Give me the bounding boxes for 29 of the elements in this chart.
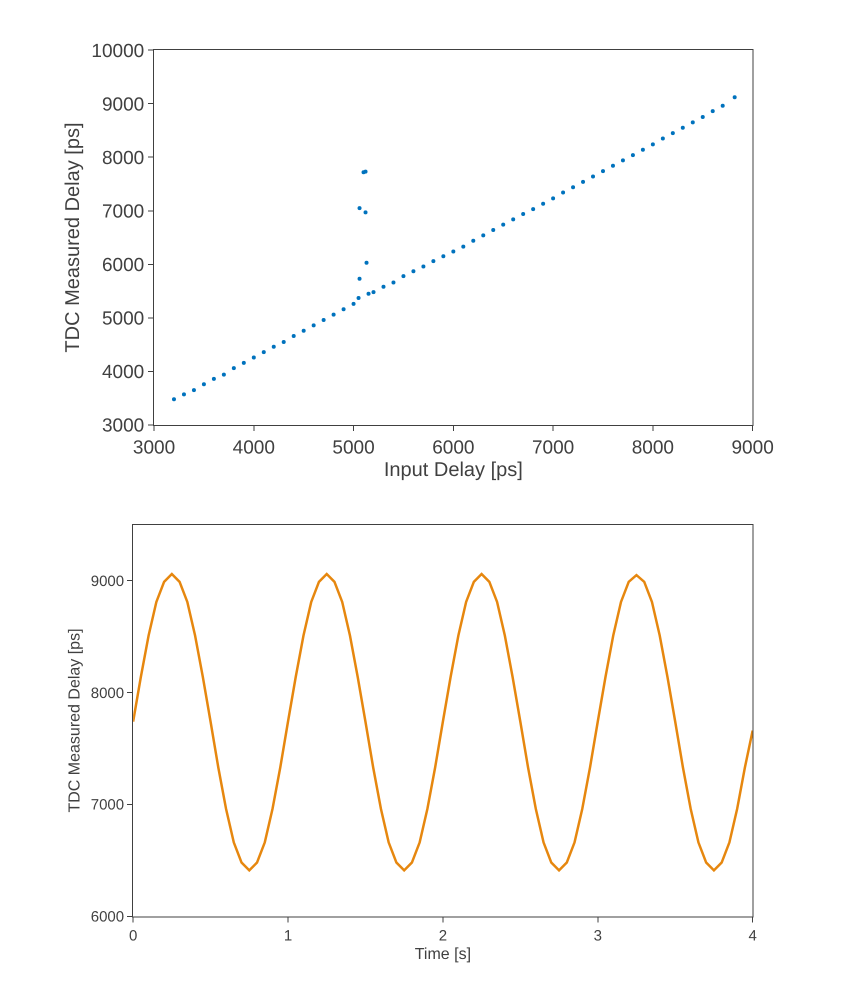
y-tick-label: 5000: [102, 308, 144, 330]
y-tick-label: 3000: [102, 416, 144, 437]
x-tick-label: 6000: [432, 438, 474, 459]
y-tick-label: 8000: [90, 684, 124, 702]
x-tick-label: 4000: [232, 438, 275, 459]
x-tick-label: 1: [284, 927, 292, 944]
x-axis-title: Time [s]: [414, 946, 472, 963]
x-axis-title: Input Delay [ps]: [384, 459, 523, 482]
x-tick-label: 7000: [532, 438, 574, 459]
y-tick-label: 10000: [91, 40, 144, 62]
x-tick-label: 0: [128, 927, 138, 944]
x-tick-label: 9000: [731, 438, 774, 459]
y-tick-label: 7000: [102, 201, 144, 222]
y-tick-label: 9000: [102, 94, 144, 116]
y-tick-label: 6000: [90, 908, 124, 926]
x-tick-label: 4: [748, 927, 757, 944]
y-tick-label: 4000: [102, 362, 144, 384]
x-tick-label: 5000: [332, 438, 375, 459]
x-tick-label: 3: [594, 927, 602, 944]
y-tick-label: 9000: [90, 572, 124, 590]
x-tick-label: 8000: [632, 438, 674, 459]
line-series: [133, 572, 753, 872]
y-axis-title: TDC Measured Delay [ps]: [62, 122, 84, 353]
x-tick-label: 3000: [132, 438, 176, 459]
x-tick-label: 2: [438, 927, 448, 944]
y-axis-title: TDC Measured Delay [ps]: [66, 628, 84, 813]
y-tick-label: 7000: [90, 796, 124, 814]
y-tick-label: 8000: [102, 148, 144, 169]
y-tick-label: 6000: [102, 254, 144, 276]
